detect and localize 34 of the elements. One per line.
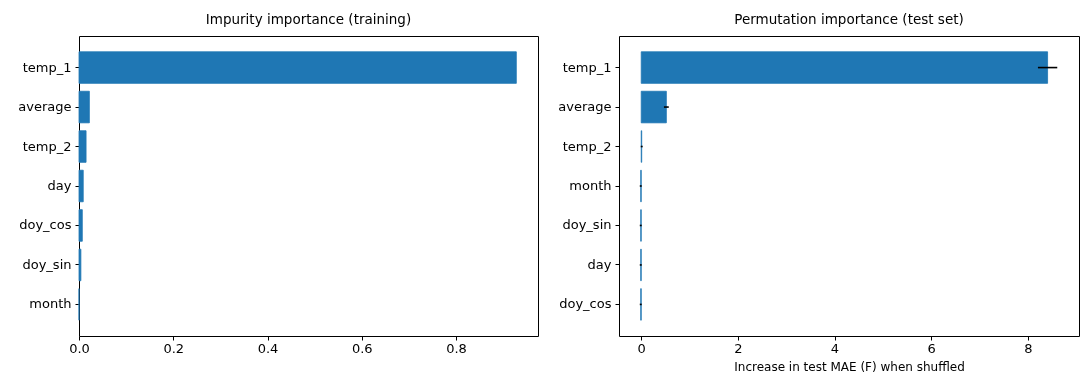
bar — [78, 209, 83, 242]
y-tick-label: temp_1 — [562, 59, 612, 75]
x-tick-label: 2 — [734, 340, 743, 356]
bar — [78, 90, 90, 124]
x-tick-label: 0.4 — [257, 340, 279, 356]
bar — [640, 90, 667, 124]
chart-title: Impurity importance (training) — [205, 10, 412, 27]
bar — [640, 51, 1048, 84]
x-tick-label: 0.8 — [446, 340, 467, 356]
y-tick-label: temp_2 — [22, 138, 72, 154]
bar — [78, 51, 517, 84]
y-tick-label: temp_1 — [22, 59, 72, 75]
y-tick-label: day — [587, 256, 612, 272]
x-tick-label: 8 — [1024, 340, 1033, 356]
y-tick-label: day — [47, 178, 72, 193]
y-tick-label: month — [569, 178, 612, 193]
x-tick-label: 0 — [637, 340, 646, 356]
y-tick-label: doy_cos — [559, 296, 612, 312]
y-tick-label: average — [558, 99, 612, 115]
y-tick-label: temp_2 — [562, 138, 612, 154]
x-axis-title: Increase in test MAE (F) when shuffled — [734, 359, 965, 374]
y-tick-label: doy_cos — [19, 217, 72, 233]
y-tick-label: month — [29, 296, 72, 312]
x-tick-label: 4 — [830, 340, 840, 356]
bar — [78, 169, 84, 203]
x-tick-label: 6 — [927, 340, 936, 356]
x-tick-label: 0.0 — [69, 340, 90, 356]
x-tick-label: 0.6 — [351, 340, 373, 356]
y-tick-label: doy_sin — [562, 217, 612, 233]
chart-title: Permutation importance (test set) — [734, 10, 964, 27]
y-tick-label: average — [18, 99, 72, 115]
y-tick-label: doy_sin — [22, 256, 72, 272]
bar — [78, 130, 87, 163]
x-tick-label: 0.2 — [163, 340, 185, 356]
